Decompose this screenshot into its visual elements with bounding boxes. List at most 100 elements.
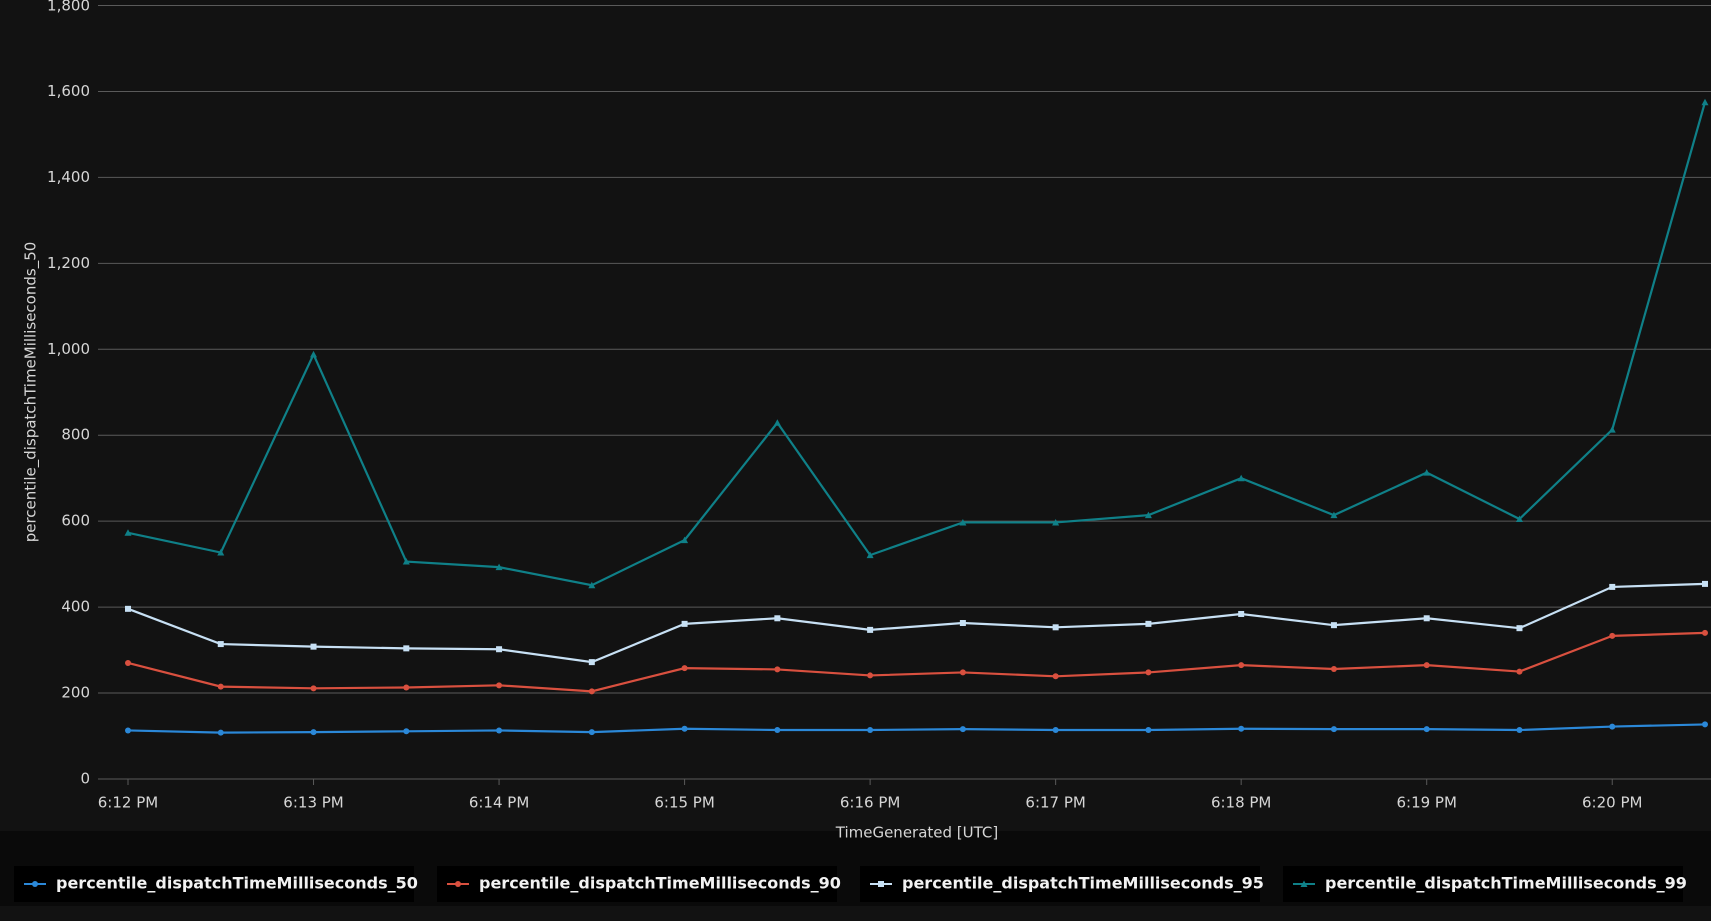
point	[959, 726, 966, 733]
x-tick-label: 6:18 PM	[1211, 794, 1271, 812]
point	[959, 669, 966, 676]
legend-text: percentile_dispatchTimeMilliseconds_50	[56, 874, 418, 893]
point	[588, 659, 595, 666]
point	[1330, 622, 1337, 629]
point	[1052, 518, 1060, 526]
point	[588, 729, 595, 736]
point	[217, 641, 224, 648]
y-axis-title: percentile_dispatchTimeMilliseconds_50	[22, 242, 41, 543]
legend-item: percentile_dispatchTimeMilliseconds_95	[860, 866, 1264, 902]
legend-text: percentile_dispatchTimeMilliseconds_90	[479, 874, 841, 893]
point	[1145, 620, 1152, 627]
point	[1238, 725, 1245, 732]
point	[866, 551, 874, 559]
point	[1237, 474, 1245, 482]
point	[1052, 727, 1059, 734]
legend-marker	[878, 881, 884, 887]
point	[217, 683, 224, 690]
point	[125, 727, 131, 734]
point	[1330, 665, 1337, 672]
point	[403, 645, 410, 652]
y-tick-label: 0	[80, 770, 90, 788]
point	[1702, 580, 1708, 587]
y-tick-label: 600	[61, 512, 90, 530]
point	[1330, 511, 1338, 519]
x-axis-title: TimeGenerated [UTC]	[835, 824, 999, 842]
point	[588, 581, 596, 589]
legend-box	[860, 866, 1260, 902]
point	[1145, 727, 1152, 734]
point	[1609, 723, 1616, 730]
point	[1516, 668, 1523, 675]
x-tick-label: 6:12 PM	[98, 794, 158, 812]
point	[1423, 662, 1430, 669]
x-tick-label: 6:15 PM	[654, 794, 714, 812]
point	[217, 729, 224, 736]
legend-box	[1283, 866, 1683, 902]
point	[681, 665, 688, 672]
legend-text: percentile_dispatchTimeMilliseconds_95	[902, 874, 1264, 893]
point	[774, 615, 781, 622]
legend-box	[437, 866, 837, 902]
point	[495, 563, 503, 571]
point	[1330, 726, 1337, 733]
point	[774, 666, 781, 673]
point	[1144, 511, 1152, 519]
y-tick-label: 1,000	[47, 340, 90, 358]
series-line	[127, 631, 1706, 693]
point	[1423, 726, 1430, 733]
legend-marker	[1300, 880, 1308, 887]
series-line	[127, 723, 1706, 734]
point	[681, 620, 688, 627]
point	[1238, 610, 1245, 617]
legend-marker	[32, 881, 38, 887]
point	[1516, 727, 1523, 734]
point	[496, 727, 503, 734]
x-tick-label: 6:16 PM	[840, 794, 900, 812]
legend-marker	[455, 881, 461, 887]
point	[403, 684, 410, 691]
x-tick-label: 6:20 PM	[1582, 794, 1642, 812]
point	[1609, 583, 1616, 590]
point	[867, 626, 874, 633]
point	[1516, 625, 1523, 632]
y-tick-label: 800	[61, 426, 90, 444]
point	[1052, 624, 1059, 631]
legend-item: percentile_dispatchTimeMilliseconds_50	[14, 866, 418, 902]
point	[402, 558, 410, 565]
point	[310, 685, 317, 692]
x-tick-label: 6:13 PM	[283, 794, 343, 812]
x-tick-label: 6:14 PM	[469, 794, 529, 812]
point	[125, 605, 131, 612]
y-tick-label: 1,600	[47, 82, 90, 100]
point	[310, 729, 317, 736]
point	[774, 727, 781, 734]
point	[1145, 669, 1152, 676]
point	[403, 728, 410, 735]
point	[125, 659, 131, 666]
legend-box	[14, 866, 414, 902]
series-line	[127, 101, 1707, 587]
legend-text: percentile_dispatchTimeMilliseconds_99	[1325, 874, 1687, 893]
point	[681, 725, 688, 732]
y-tick-label: 1,800	[47, 0, 90, 15]
x-tick-label: 6:17 PM	[1025, 794, 1085, 812]
point	[867, 727, 874, 734]
point	[1423, 469, 1431, 476]
point	[1702, 721, 1708, 728]
point	[124, 529, 132, 536]
y-tick-label: 1,200	[47, 254, 90, 272]
point	[959, 518, 967, 526]
point	[773, 419, 781, 426]
point	[1423, 615, 1430, 622]
point	[867, 672, 874, 679]
point	[496, 646, 503, 653]
point	[1609, 632, 1616, 639]
point	[496, 682, 503, 689]
point	[1515, 515, 1523, 523]
y-tick-label: 1,400	[47, 168, 90, 186]
point	[1701, 98, 1709, 106]
series-line	[127, 582, 1706, 664]
